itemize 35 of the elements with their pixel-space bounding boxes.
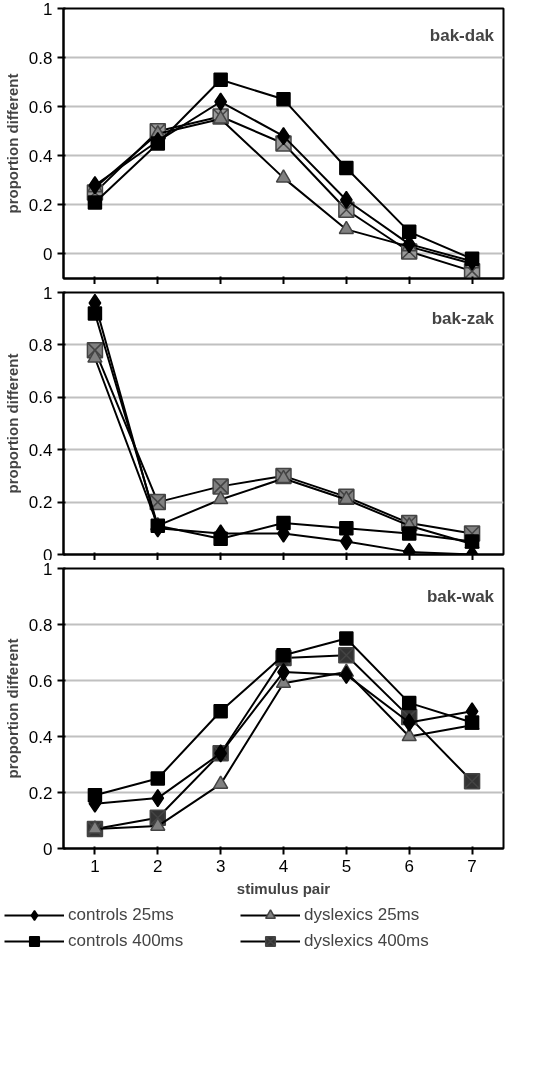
x-tick-label: 1 [90,856,100,876]
x-tick-label: 5 [341,856,352,876]
y-tick-label: 1 [43,283,53,303]
x-tick-label: 7 [467,856,477,876]
y-axis-title: proportion different [3,73,21,214]
y-tick-label: 0.8 [28,335,53,355]
legend-label: controls 400ms [68,930,185,952]
y-tick-label: 0 [43,244,53,264]
x-tick-label: 4 [278,856,289,876]
legend-label: controls 25ms [68,904,175,926]
annotation: bak-wak [426,587,495,606]
legend-label: dyslexics 400ms [304,930,430,952]
annotation: bak-dak [429,26,495,45]
x-tick-label: 6 [404,856,414,876]
y-tick-label: 0.4 [28,440,53,460]
y-tick-label: 0.6 [28,97,53,117]
y-tick-label: 0.6 [28,388,53,408]
y-tick-label: 0 [43,839,53,859]
y-tick-label: 0.6 [28,671,53,691]
y-axis-title: proportion different [3,638,21,779]
x-tick-label: 2 [153,856,163,876]
annotation: bak-zak [431,309,495,329]
x-axis-title: stimulus pair [236,879,331,897]
legend-label: dyslexics 25ms [304,904,421,926]
y-tick-label: 0.2 [28,783,53,803]
y-tick-label: 0.2 [28,195,53,215]
y-tick-label: 1 [43,559,53,579]
y-axis-title: proportion different [3,353,21,494]
y-tick-label: 0.4 [28,727,53,747]
y-tick-label: 0.2 [28,493,53,513]
y-tick-label: 1 [43,0,53,19]
y-tick-label: 0.8 [28,615,53,635]
y-tick-label: 0.4 [28,146,53,166]
x-tick-label: 3 [215,856,226,876]
y-tick-label: 0.8 [28,48,53,68]
